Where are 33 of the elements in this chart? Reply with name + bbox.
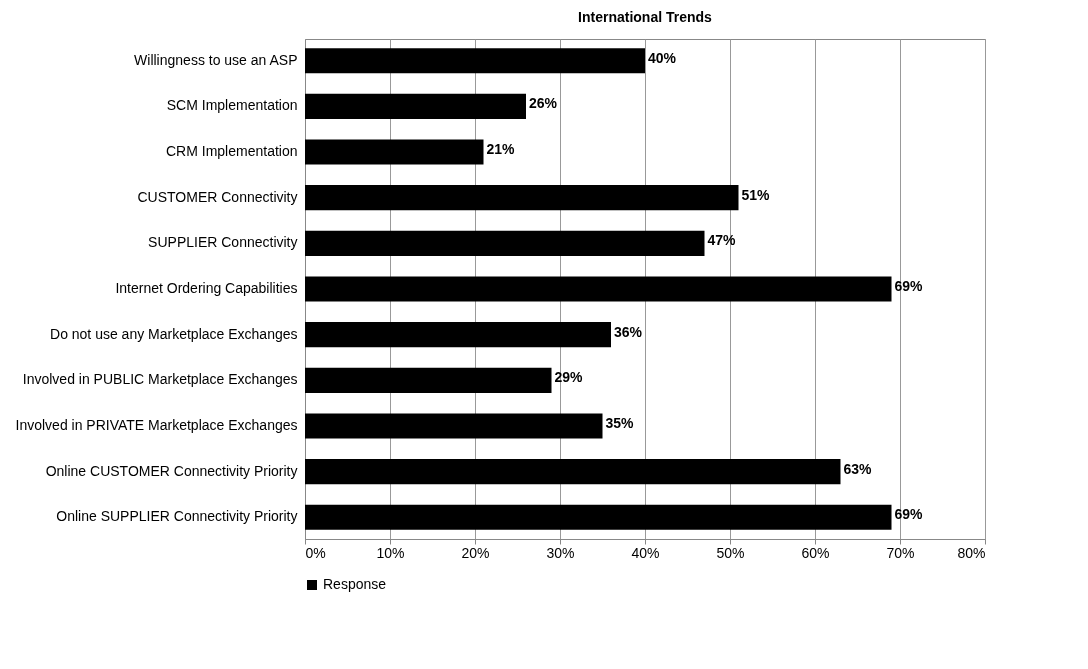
legend-label: Response: [323, 576, 387, 592]
y-tick-label: SUPPLIER Connectivity: [148, 234, 298, 251]
x-tick-label: 80%: [957, 544, 986, 561]
y-tick-label: CUSTOMER Connectivity: [137, 188, 298, 205]
x-tick-label: 70%: [886, 544, 915, 561]
y-tick-label: Internet Ordering Capabilities: [115, 280, 298, 296]
data-label: 26%: [529, 95, 558, 112]
chart-title: International Trends: [578, 9, 713, 25]
x-tick-label: 50%: [716, 544, 745, 561]
y-tick-label: Do not use any Marketplace Exchanges: [50, 325, 298, 342]
y-tick-label: CRM Implementation: [166, 143, 298, 160]
y-tick-label: Involved in PUBLIC Marketplace Exchanges: [22, 371, 298, 388]
data-label: 29%: [554, 369, 584, 386]
y-tick-label: Willingness to use an ASP: [134, 51, 298, 68]
data-label: 63%: [843, 460, 873, 477]
data-label: 21%: [486, 141, 516, 158]
y-tick-label: Online SUPPLIER Connectivity Priority: [56, 508, 298, 525]
data-label: 69%: [894, 506, 924, 523]
data-label: 35%: [605, 414, 635, 431]
x-tick-label: 0%: [305, 544, 326, 561]
data-label: 51%: [741, 186, 771, 203]
y-tick-label: Online CUSTOMER Connectivity Priority: [45, 462, 298, 479]
y-tick-label: SCM Implementation: [166, 97, 298, 114]
data-label: 69%: [894, 278, 924, 294]
data-label: 40%: [648, 49, 677, 66]
x-tick-label: 30%: [546, 544, 575, 561]
x-tick-label: 20%: [461, 544, 490, 561]
x-tick-label: 60%: [801, 544, 830, 561]
x-tick-label: 10%: [376, 544, 405, 561]
data-label: 36%: [614, 323, 643, 340]
data-label: 47%: [707, 232, 737, 249]
x-tick-label: 40%: [631, 544, 660, 561]
y-tick-label: Involved in PRIVATE Marketplace Exchanges: [15, 416, 298, 433]
